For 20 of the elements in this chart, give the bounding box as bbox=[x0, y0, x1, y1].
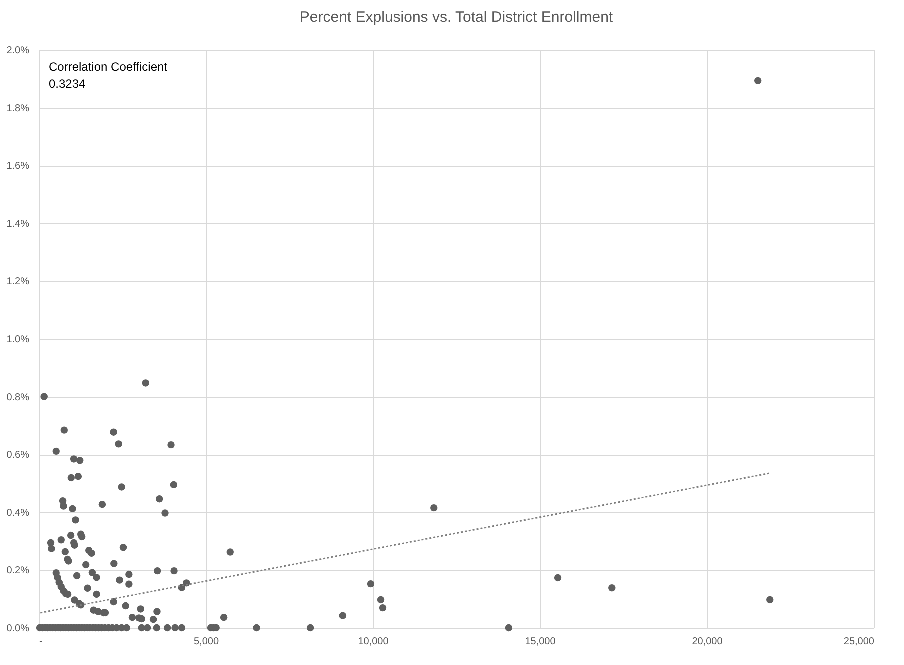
y-tick-label: 0.2% bbox=[6, 566, 30, 577]
x-tick-label: 5,000 bbox=[194, 636, 220, 648]
x-tick-label: 10,000 bbox=[358, 636, 390, 648]
x-tick-label: - bbox=[40, 636, 43, 648]
y-tick-label: 2.0% bbox=[6, 46, 30, 56]
chart-title: Percent Explusions vs. Total District Enrollment bbox=[300, 9, 614, 26]
y-tick-label: 0.8% bbox=[6, 392, 30, 404]
y-tick-label: 1.0% bbox=[6, 334, 30, 346]
x-tick-label: 15,000 bbox=[525, 636, 556, 648]
annotation: Correlation Coefficient bbox=[49, 60, 168, 74]
y-tick-label: 1.6% bbox=[6, 161, 30, 172]
y-tick-label: 0.0% bbox=[6, 624, 30, 634]
y-tick-label: 1.4% bbox=[6, 218, 30, 230]
x-tick-label: 20,000 bbox=[692, 636, 724, 648]
y-tick-label: 1.8% bbox=[6, 103, 30, 114]
y-tick-label: 0.4% bbox=[6, 508, 30, 519]
x-tick-label: 25,000 bbox=[844, 636, 875, 648]
annotation: 0.3234 bbox=[49, 77, 86, 91]
y-tick-label: 0.6% bbox=[6, 450, 30, 462]
y-tick-label: 1.2% bbox=[6, 276, 30, 288]
